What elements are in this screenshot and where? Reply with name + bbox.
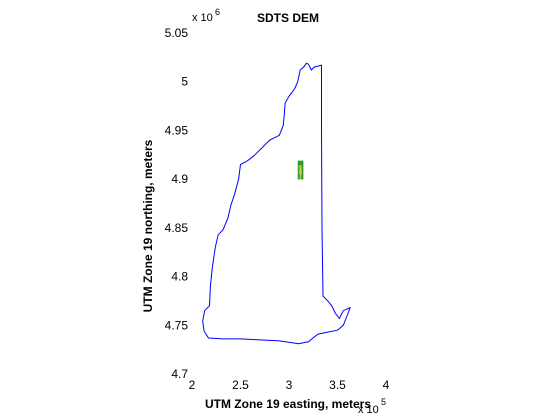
y-tick-label: 5 (181, 75, 188, 89)
dem-cell (299, 165, 302, 171)
dem-cell (299, 169, 302, 175)
y-tick-label: 5.05 (165, 26, 189, 40)
dem-cell (300, 160, 303, 166)
map-plot-area: 4.7 4.75 4.8 4.85 4.9 4.95 5 5.05 2 2.5 3 3.5 4 (165, 26, 390, 392)
x-axis-multiplier: x 10 (358, 404, 379, 416)
dem-cell (300, 165, 303, 171)
dem-cell (302, 174, 304, 180)
x-tick-label: 3 (286, 378, 293, 392)
state-boundary-line (202, 62, 351, 345)
dem-cell (302, 165, 304, 171)
dem-cell (298, 169, 301, 175)
x-tick-label: 4 (383, 378, 390, 392)
dem-cell (302, 160, 304, 166)
y-tick-label: 4.95 (165, 123, 189, 137)
x-axis-label: UTM Zone 19 easting, meters (205, 397, 371, 411)
dem-cell (300, 174, 303, 180)
dem-cell (297, 160, 300, 166)
y-tick-label: 4.8 (171, 270, 188, 284)
x-tick-label: 2.5 (232, 378, 249, 392)
x-tick-label: 2 (189, 378, 196, 392)
y-tick-label: 4.7 (171, 367, 188, 381)
y-axis-multiplier: x 10 (192, 12, 213, 24)
y-tick-label: 4.75 (165, 318, 189, 332)
dem-cell (298, 160, 301, 166)
x-axis-exponent: 5 (381, 397, 386, 407)
dem-cell (298, 165, 301, 171)
map-title: SDTS DEM (257, 11, 319, 25)
y-tick-label: 4.85 (165, 221, 189, 235)
dem-cell (299, 160, 302, 166)
y-axis-exponent: 6 (215, 7, 220, 17)
dem-cell (298, 174, 301, 180)
dem-raster-tile (297, 160, 304, 180)
dem-cell (297, 165, 300, 171)
dem-cell (302, 169, 304, 175)
y-axis-label: UTM Zone 19 northing, meters (141, 139, 155, 312)
y-tick-label: 4.9 (171, 172, 188, 186)
dem-cell (300, 169, 303, 175)
x-tick-label: 3.5 (329, 378, 346, 392)
dem-cell (297, 169, 300, 175)
dem-cell (297, 174, 300, 180)
x-axis-ticks: 2 2.5 3 3.5 4 (189, 378, 390, 392)
dem-cell (299, 174, 302, 180)
y-axis-ticks: 4.7 4.75 4.8 4.85 4.9 4.95 5 5.05 (165, 26, 189, 381)
